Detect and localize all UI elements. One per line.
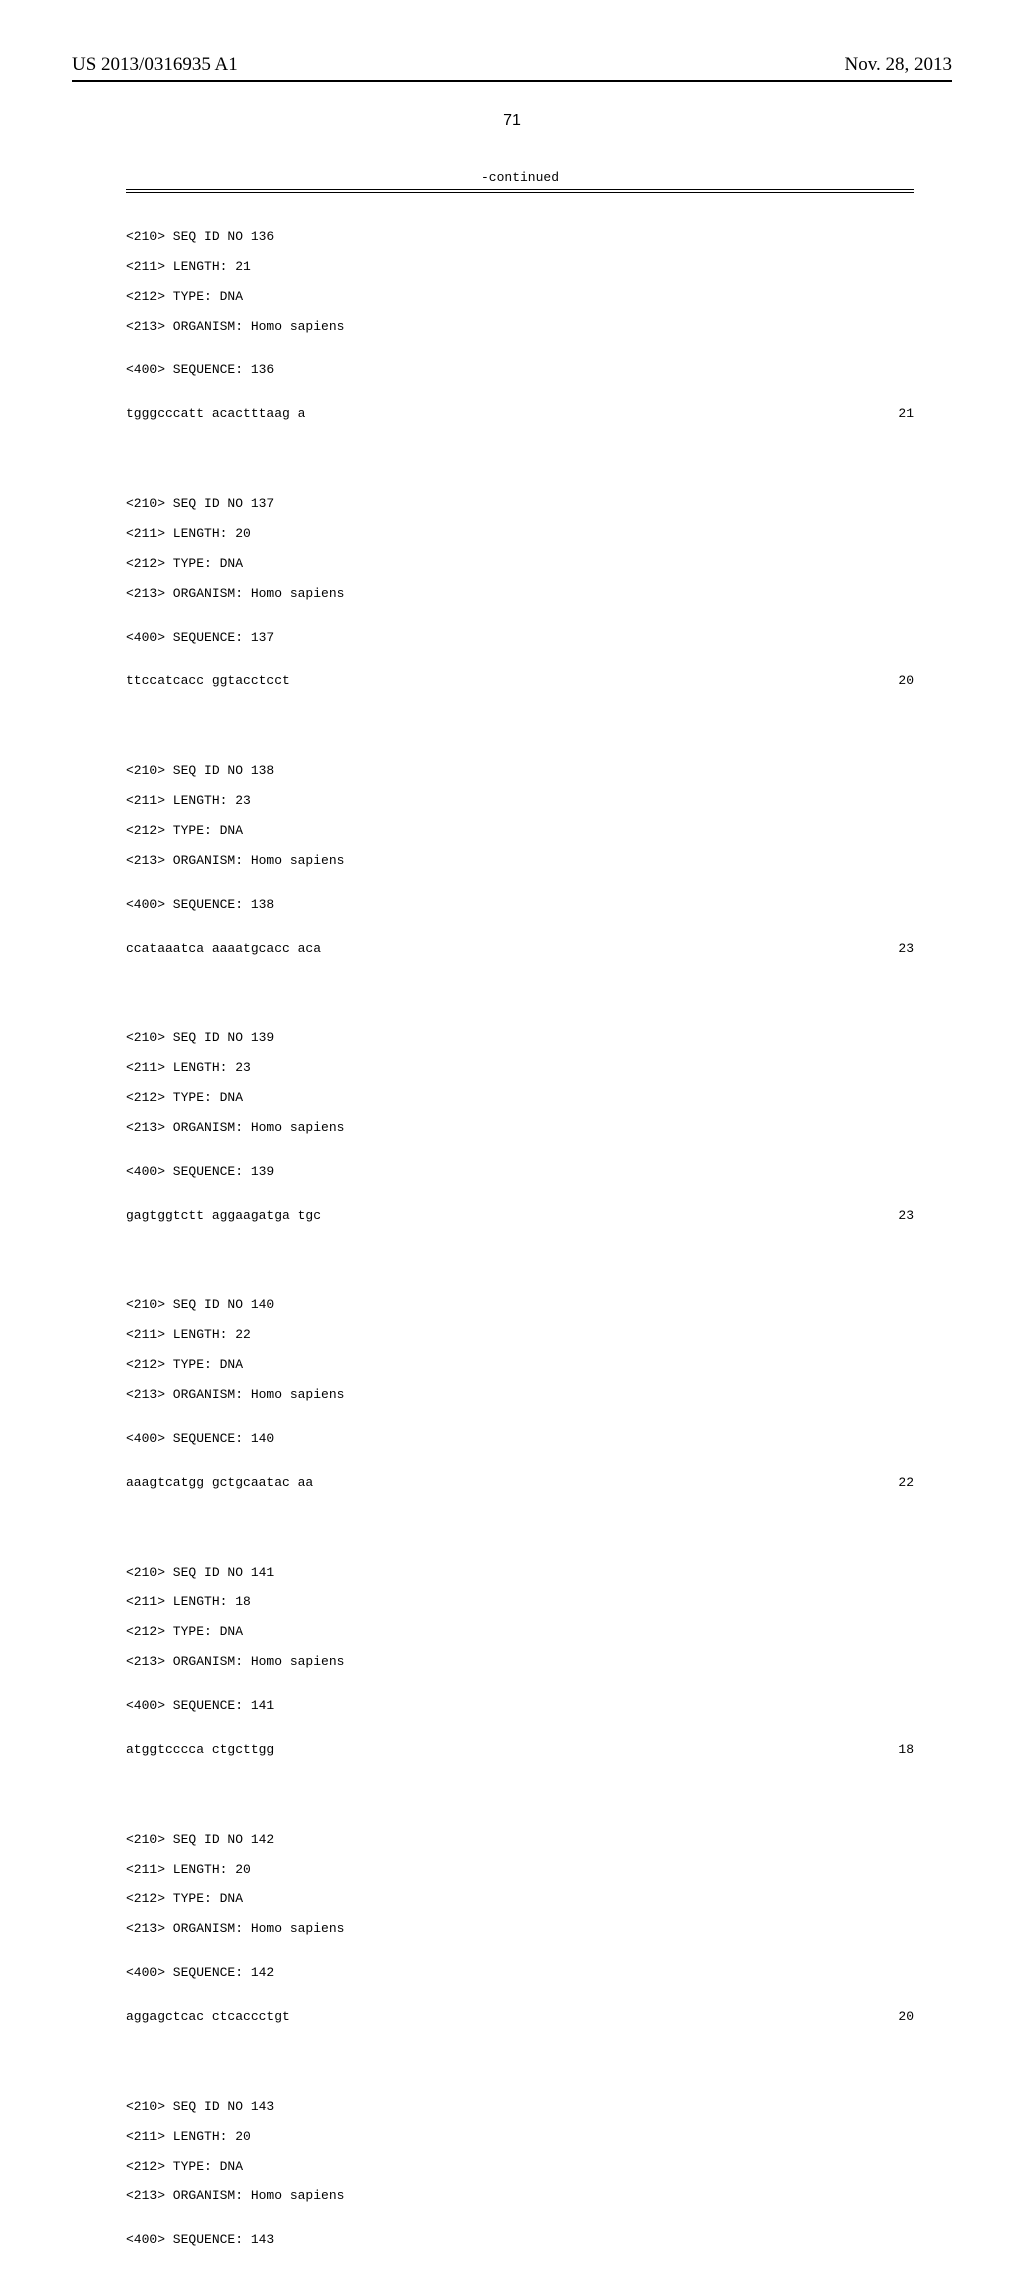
sequence-entry: <210> SEQ ID NO 136 <211> LENGTH: 21 <21… bbox=[126, 215, 914, 452]
seq-count: 22 bbox=[898, 1476, 914, 1491]
listing-rule bbox=[126, 189, 914, 190]
seq-dna: ttccatcacc ggtacctcct bbox=[126, 674, 290, 689]
seq-count: 23 bbox=[898, 942, 914, 957]
publication-number: US 2013/0316935 A1 bbox=[72, 54, 238, 75]
seq-organism: <213> ORGANISM: Homo sapiens bbox=[126, 1655, 914, 1670]
seq-dna: gagtggtctt aggaagatga tgc bbox=[126, 1209, 321, 1224]
seq-organism: <213> ORGANISM: Homo sapiens bbox=[126, 1121, 914, 1136]
sequence-entry: <210> SEQ ID NO 142 <211> LENGTH: 20 <21… bbox=[126, 1818, 914, 2055]
seq-id: <210> SEQ ID NO 141 bbox=[126, 1566, 914, 1581]
seq-dna: atggtcccca ctgcttgg bbox=[126, 1743, 274, 1758]
seq-type: <212> TYPE: DNA bbox=[126, 1892, 914, 1907]
seq-length: <211> LENGTH: 20 bbox=[126, 1863, 914, 1878]
seq-label: <400> SEQUENCE: 142 bbox=[126, 1966, 914, 1981]
page-header: US 2013/0316935 A1 Nov. 28, 2013 bbox=[0, 54, 1024, 76]
seq-dna: ccataaatca aaaatgcacc aca bbox=[126, 942, 321, 957]
seq-id: <210> SEQ ID NO 142 bbox=[126, 1833, 914, 1848]
seq-dna: aaagtcatgg gctgcaatac aa bbox=[126, 1476, 313, 1491]
seq-count: 21 bbox=[898, 407, 914, 422]
seq-organism: <213> ORGANISM: Homo sapiens bbox=[126, 854, 914, 869]
seq-dna: tgggcccatt acactttaag a bbox=[126, 407, 305, 422]
page-number: 71 bbox=[0, 112, 1024, 130]
seq-organism: <213> ORGANISM: Homo sapiens bbox=[126, 1388, 914, 1403]
seq-count: 23 bbox=[898, 1209, 914, 1224]
seq-organism: <213> ORGANISM: Homo sapiens bbox=[126, 587, 914, 602]
seq-type: <212> TYPE: DNA bbox=[126, 1625, 914, 1640]
sequence-entry: <210> SEQ ID NO 138 <211> LENGTH: 23 <21… bbox=[126, 749, 914, 986]
publication-date: Nov. 28, 2013 bbox=[845, 54, 953, 76]
seq-length: <211> LENGTH: 20 bbox=[126, 2130, 914, 2145]
seq-type: <212> TYPE: DNA bbox=[126, 1358, 914, 1373]
sequence-entry: <210> SEQ ID NO 137 <211> LENGTH: 20 <21… bbox=[126, 482, 914, 719]
seq-count: 20 bbox=[898, 2010, 914, 2025]
listing-rule bbox=[126, 192, 914, 193]
seq-organism: <213> ORGANISM: Homo sapiens bbox=[126, 320, 914, 335]
seq-label: <400> SEQUENCE: 141 bbox=[126, 1699, 914, 1714]
seq-label: <400> SEQUENCE: 143 bbox=[126, 2233, 914, 2248]
seq-id: <210> SEQ ID NO 136 bbox=[126, 230, 914, 245]
seq-type: <212> TYPE: DNA bbox=[126, 824, 914, 839]
seq-type: <212> TYPE: DNA bbox=[126, 2160, 914, 2175]
seq-id: <210> SEQ ID NO 139 bbox=[126, 1031, 914, 1046]
sequence-entry: <210> SEQ ID NO 141 <211> LENGTH: 18 <21… bbox=[126, 1551, 914, 1788]
seq-label: <400> SEQUENCE: 137 bbox=[126, 631, 914, 646]
seq-label: <400> SEQUENCE: 139 bbox=[126, 1165, 914, 1180]
seq-length: <211> LENGTH: 21 bbox=[126, 260, 914, 275]
seq-count: 18 bbox=[898, 1743, 914, 1758]
seq-organism: <213> ORGANISM: Homo sapiens bbox=[126, 2189, 914, 2204]
sequence-entry: <210> SEQ ID NO 143 <211> LENGTH: 20 <21… bbox=[126, 2085, 914, 2278]
seq-label: <400> SEQUENCE: 140 bbox=[126, 1432, 914, 1447]
continued-label: -continued bbox=[126, 170, 914, 189]
sequence-entry: <210> SEQ ID NO 139 <211> LENGTH: 23 <21… bbox=[126, 1016, 914, 1253]
seq-id: <210> SEQ ID NO 137 bbox=[126, 497, 914, 512]
header-divider bbox=[72, 80, 952, 82]
seq-length: <211> LENGTH: 23 bbox=[126, 1061, 914, 1076]
seq-id: <210> SEQ ID NO 143 bbox=[126, 2100, 914, 2115]
seq-organism: <213> ORGANISM: Homo sapiens bbox=[126, 1922, 914, 1937]
seq-length: <211> LENGTH: 22 bbox=[126, 1328, 914, 1343]
seq-length: <211> LENGTH: 20 bbox=[126, 527, 914, 542]
seq-dna: aggagctcac ctcaccctgt bbox=[126, 2010, 290, 2025]
sequence-entry: <210> SEQ ID NO 140 <211> LENGTH: 22 <21… bbox=[126, 1284, 914, 1521]
seq-label: <400> SEQUENCE: 138 bbox=[126, 898, 914, 913]
seq-type: <212> TYPE: DNA bbox=[126, 290, 914, 305]
sequence-listing: -continued <210> SEQ ID NO 136 <211> LEN… bbox=[126, 170, 914, 2278]
seq-id: <210> SEQ ID NO 138 bbox=[126, 764, 914, 779]
seq-id: <210> SEQ ID NO 140 bbox=[126, 1298, 914, 1313]
seq-length: <211> LENGTH: 18 bbox=[126, 1595, 914, 1610]
seq-label: <400> SEQUENCE: 136 bbox=[126, 363, 914, 378]
seq-type: <212> TYPE: DNA bbox=[126, 1091, 914, 1106]
seq-count: 20 bbox=[898, 674, 914, 689]
seq-type: <212> TYPE: DNA bbox=[126, 557, 914, 572]
seq-length: <211> LENGTH: 23 bbox=[126, 794, 914, 809]
